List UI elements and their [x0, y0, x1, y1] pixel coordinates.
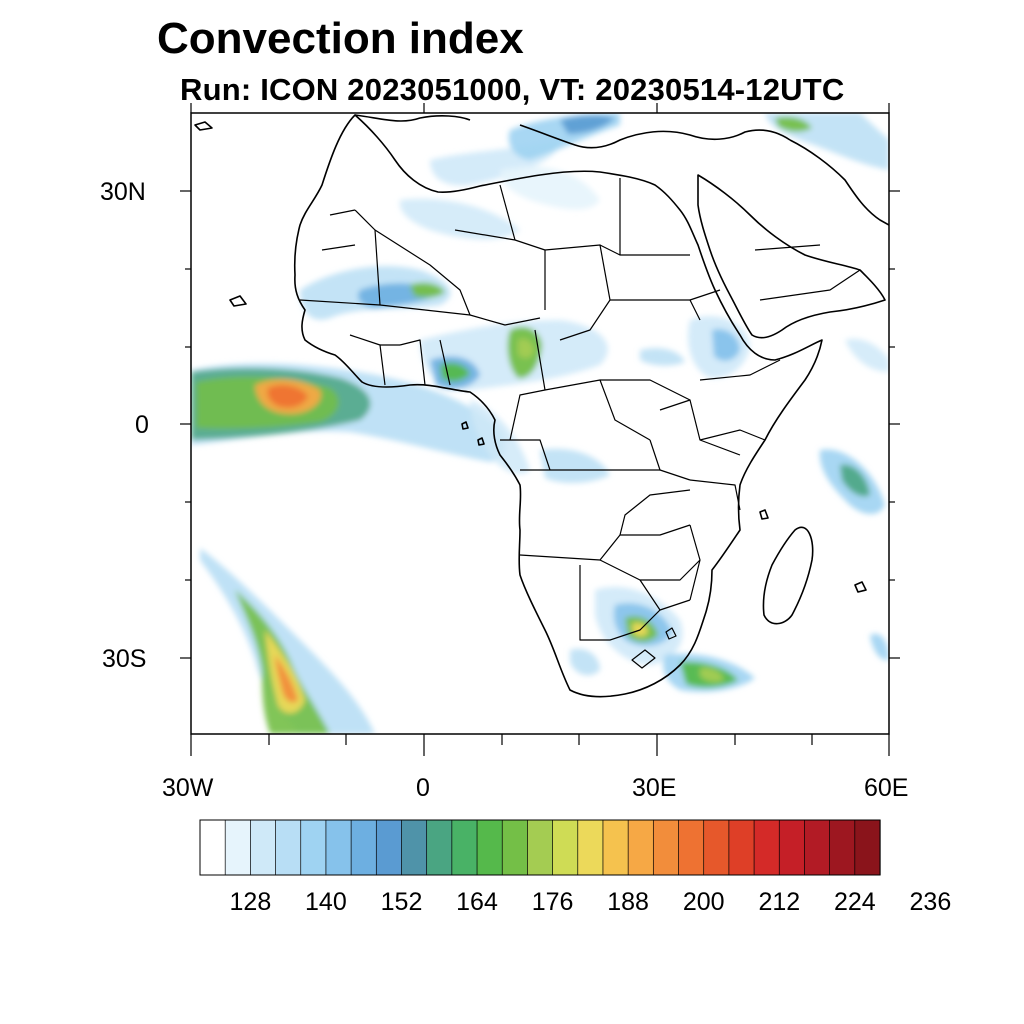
- colorbar-swatch: [652, 819, 680, 876]
- axis-ticks: [180, 103, 900, 756]
- colorbar-swatch: [426, 819, 453, 876]
- colorbar-swatch: [753, 819, 780, 876]
- lon-label-0: 0: [416, 774, 430, 802]
- colorbar-swatch: [476, 819, 503, 876]
- colorbar-swatch: [602, 819, 629, 876]
- coastlines: [194, 114, 889, 698]
- lon-label-60e: 60E: [864, 774, 909, 802]
- colorbar-swatch: [275, 819, 302, 876]
- colorbar-swatch: [451, 819, 478, 876]
- colorbar-label: 128: [229, 888, 272, 916]
- colorbar-swatch: [501, 819, 529, 876]
- colorbar-swatch: [678, 819, 705, 876]
- colorbar-label: 200: [682, 888, 725, 916]
- colorbar-swatch: [527, 819, 554, 876]
- lon-label-30e: 30E: [632, 774, 677, 802]
- colorbar-swatch: [250, 819, 277, 876]
- colorbar-swatch: [350, 819, 377, 876]
- colorbar-swatch: [577, 819, 604, 876]
- colorbar-swatch: [375, 819, 403, 876]
- colorbar-label: 212: [758, 888, 801, 916]
- colorbar-frame: [199, 819, 881, 876]
- colorbar-swatch: [804, 819, 831, 876]
- colorbar-swatch: [401, 819, 428, 876]
- colorbar-label: 176: [531, 888, 574, 916]
- colorbar-swatch: [854, 819, 881, 876]
- colorbar-label: 188: [607, 888, 649, 916]
- lat-label-30s: 30S: [102, 645, 147, 673]
- colorbar-icon: [199, 819, 881, 876]
- colorbar-label: 152: [380, 888, 423, 916]
- convection-field: [191, 113, 889, 734]
- lon-label-30w: 30W: [162, 774, 214, 802]
- colorbar-swatch: [199, 819, 226, 876]
- colorbar-label: 164: [456, 888, 498, 916]
- colorbar-swatch: [300, 819, 327, 876]
- colorbar-swatch: [325, 819, 352, 876]
- colorbar-swatch: [627, 819, 654, 876]
- country-borders: [299, 178, 861, 669]
- colorbar-swatch: [728, 819, 755, 876]
- colorbar-swatch: [552, 819, 579, 876]
- lat-label-0: 0: [135, 411, 149, 439]
- colorbar-swatch: [778, 819, 806, 876]
- colorbar-swatch: [703, 819, 730, 876]
- chart-subtitle: Run: ICON 2023051000, VT: 20230514-12UTC: [180, 72, 845, 107]
- colorbar-label: 236: [909, 888, 952, 916]
- colorbar-swatch: [224, 819, 252, 876]
- chart-title: Convection index: [157, 14, 524, 63]
- lat-label-30n: 30N: [100, 178, 146, 206]
- colorbar-swatch: [829, 819, 856, 876]
- colorbar-label: 140: [305, 888, 347, 916]
- colorbar-label: 224: [833, 888, 876, 916]
